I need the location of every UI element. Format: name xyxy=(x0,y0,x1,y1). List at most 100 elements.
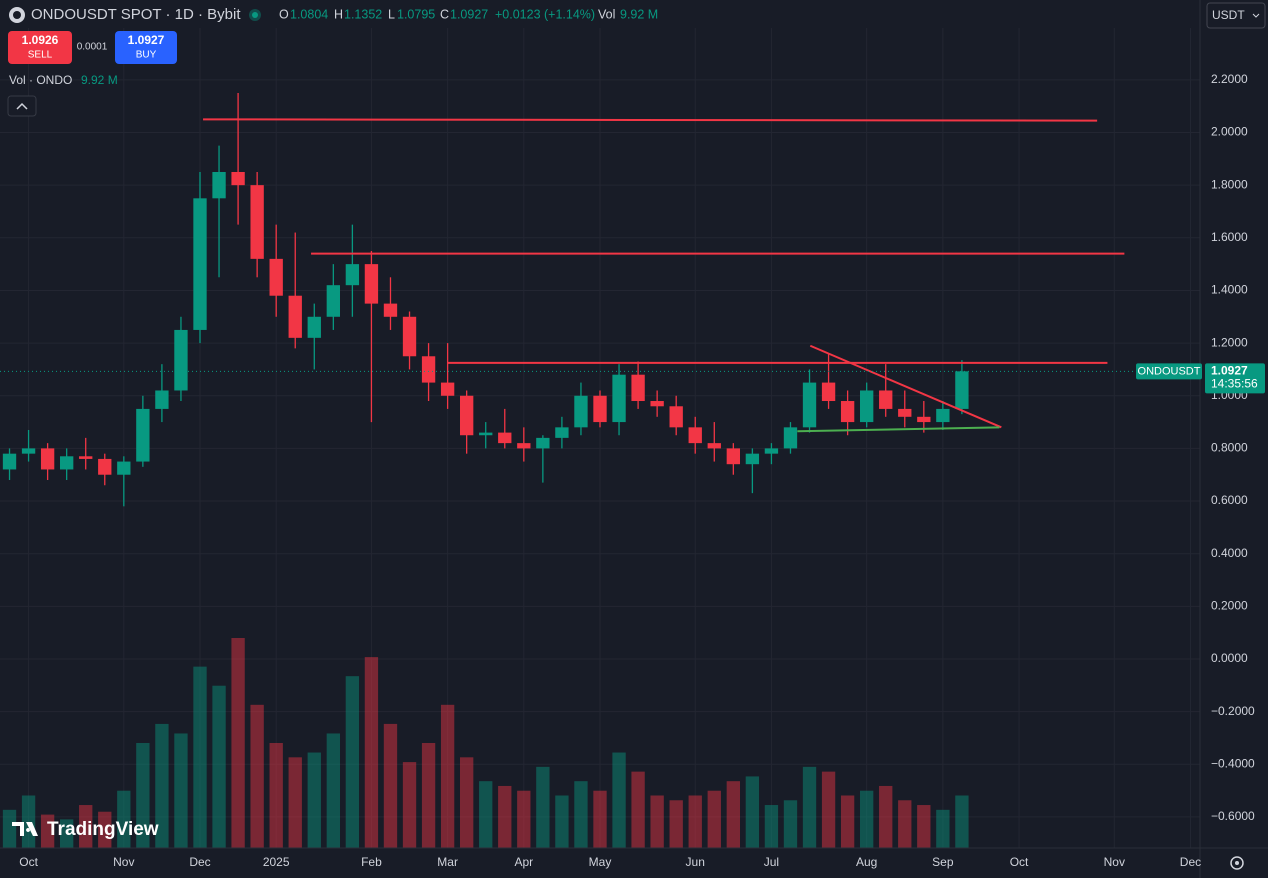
collapse-icon xyxy=(16,102,28,110)
volume-bar xyxy=(193,666,207,848)
settings-button[interactable] xyxy=(1230,856,1244,870)
candle-body xyxy=(231,171,245,186)
volume-bar xyxy=(498,785,512,848)
trend-line xyxy=(203,118,1098,122)
ohlc-label: L xyxy=(388,7,395,21)
drawings xyxy=(203,118,1125,433)
volume-bar xyxy=(955,795,969,848)
currency: USDT xyxy=(1212,8,1245,22)
volume-bar xyxy=(40,814,55,848)
brand-logo: TradingView xyxy=(12,819,159,840)
sell-button[interactable] xyxy=(8,31,72,64)
y-tick-label: 0.4000 xyxy=(1211,546,1248,560)
x-tick-label: Nov xyxy=(1104,855,1125,869)
candle-body xyxy=(669,406,683,428)
volume-bar xyxy=(326,733,340,848)
candle-body xyxy=(688,427,702,444)
vol-label: Vol xyxy=(598,7,615,21)
volume-bar xyxy=(479,781,493,848)
volume-bar xyxy=(174,733,188,848)
volume-bar xyxy=(2,809,17,848)
x-tick-label: Mar xyxy=(437,855,458,869)
candle-body xyxy=(802,382,817,428)
candle-body xyxy=(269,258,283,296)
candle-body xyxy=(517,443,531,449)
brand-icon xyxy=(12,822,38,836)
volume-legend-value: 9.92 M xyxy=(81,73,118,87)
price-tag-value: 1.0927 xyxy=(1211,364,1248,378)
candle-body xyxy=(136,408,150,462)
volume-bar xyxy=(840,795,855,848)
x-tick-label: Jul xyxy=(764,855,779,869)
candle-body xyxy=(593,395,607,423)
candle-body xyxy=(250,185,264,259)
ohlc-value: 1.0927 xyxy=(450,7,488,21)
candle-body xyxy=(650,401,664,407)
volume-bar xyxy=(383,723,398,848)
candle-body xyxy=(840,401,855,423)
volume-bar xyxy=(783,800,798,848)
candle-body xyxy=(631,374,645,402)
x-tick-label: Oct xyxy=(1010,855,1029,869)
volume-bar xyxy=(517,790,531,848)
y-tick-label: 2.2000 xyxy=(1211,72,1248,86)
volume-bar xyxy=(574,781,588,848)
candle-body xyxy=(745,453,760,465)
candle-body xyxy=(402,316,417,357)
candle-body xyxy=(879,390,893,409)
symbol-title[interactable]: ONDOUSDT SPOT · 1D · Bybit xyxy=(31,6,241,23)
y-tick-label: 1.8000 xyxy=(1211,177,1248,191)
volume-bar xyxy=(612,752,626,848)
candle-body xyxy=(383,303,398,317)
candle-body xyxy=(574,395,588,428)
x-tick-label: Dec xyxy=(189,855,210,869)
candle-body xyxy=(726,448,740,465)
symbol-logo xyxy=(13,11,21,19)
volume-bar xyxy=(402,762,417,848)
ohlc-value: 1.0804 xyxy=(290,7,328,21)
volume-bar xyxy=(650,795,664,848)
candle-body xyxy=(536,437,550,449)
collapse-button[interactable] xyxy=(7,95,37,117)
candle-body xyxy=(955,371,969,409)
price-tag xyxy=(1205,363,1265,394)
candle-body xyxy=(193,198,207,330)
candle-body xyxy=(612,374,626,423)
spread: 0.0001 xyxy=(77,42,108,53)
candle-body xyxy=(117,461,131,475)
buy-label: BUY xyxy=(136,50,157,61)
price-countdown: 14:35:56 xyxy=(1211,377,1258,391)
volume-bar xyxy=(250,704,264,848)
volume-bar xyxy=(593,790,607,848)
volume-bar xyxy=(288,757,302,848)
volume-legend: Vol · ONDO xyxy=(9,73,72,87)
y-tick-label: −0.4000 xyxy=(1211,756,1255,770)
candle-body xyxy=(212,171,226,199)
volume-bar xyxy=(345,676,360,848)
candle-body xyxy=(60,456,74,470)
ohlc-label: O xyxy=(279,7,289,21)
candle-body xyxy=(345,264,360,286)
volume-bar xyxy=(269,743,283,848)
y-tick-label: 2.0000 xyxy=(1211,125,1248,139)
volume-bar xyxy=(79,805,93,848)
volume-bar xyxy=(555,795,569,848)
y-tick-label: −0.2000 xyxy=(1211,704,1255,718)
currency-select[interactable] xyxy=(1206,2,1266,29)
buy-price: 1.0927 xyxy=(128,33,165,47)
candle-body xyxy=(421,356,436,383)
candle-body xyxy=(174,329,188,391)
buy-button[interactable] xyxy=(115,31,177,64)
candle-body xyxy=(555,427,569,438)
change: +0.0123 (+1.14%) xyxy=(495,7,595,21)
status-dot xyxy=(252,12,258,18)
volume-bar xyxy=(860,790,874,848)
y-tick-label: 0.6000 xyxy=(1211,493,1248,507)
ohlc-label: C xyxy=(440,7,449,21)
volume-bar xyxy=(364,657,379,848)
volume-bar xyxy=(117,790,131,848)
y-tick-label: 1.2000 xyxy=(1211,335,1248,349)
volume-bar xyxy=(440,704,455,848)
candles xyxy=(2,93,969,507)
